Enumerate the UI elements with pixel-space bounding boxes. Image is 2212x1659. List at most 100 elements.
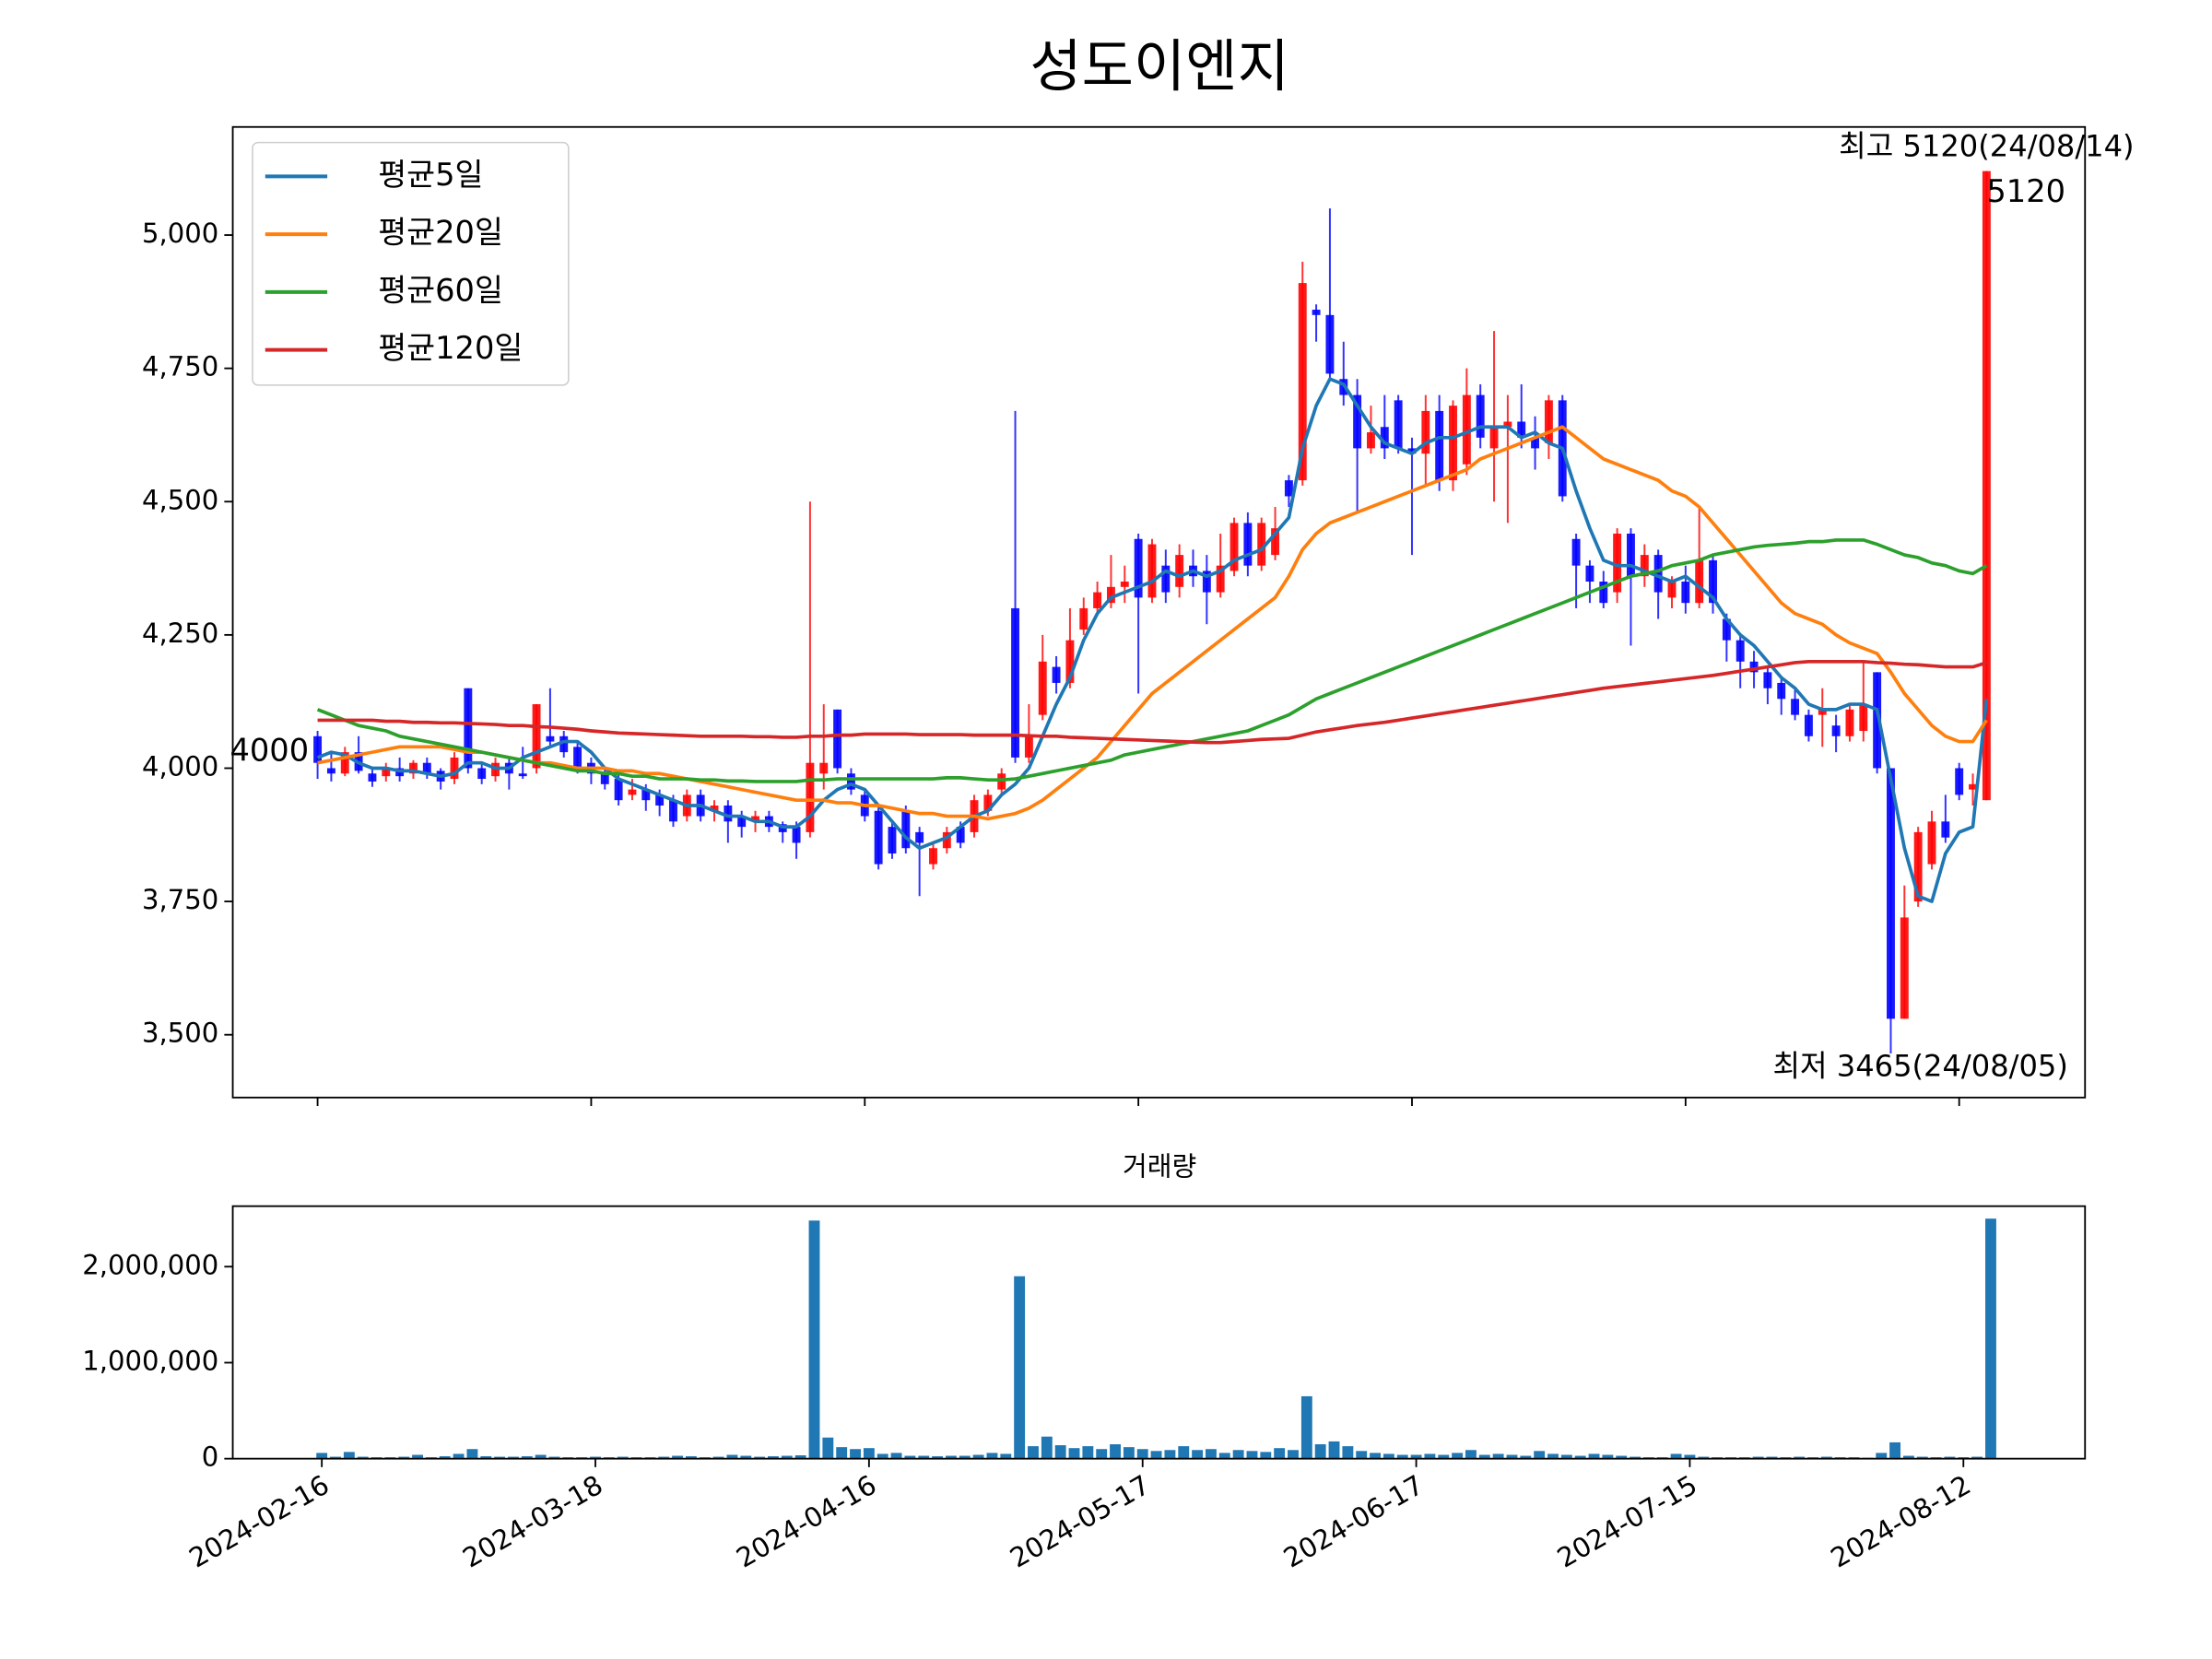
volume-bar <box>1944 1456 1956 1459</box>
candle-body <box>1571 538 1581 566</box>
volume-bar <box>480 1456 492 1459</box>
y-tick-label: 4,000 <box>142 750 218 782</box>
y-tick-label: 2,000,000 <box>82 1249 218 1280</box>
candle-body <box>901 810 911 849</box>
candle-body <box>1873 672 1882 769</box>
y-tick-label: 4,750 <box>142 351 218 382</box>
annotation: 5120 <box>1986 173 2065 209</box>
y-tick-label: 5,000 <box>142 218 218 249</box>
candle-body <box>340 752 349 774</box>
volume-bar <box>1902 1455 1914 1459</box>
volume-bar <box>658 1456 670 1459</box>
volume-bar <box>945 1455 957 1459</box>
volume-bar <box>535 1454 547 1459</box>
volume-bar <box>986 1453 998 1459</box>
candle-body <box>1709 559 1717 604</box>
candle-body <box>1735 640 1745 662</box>
candle-body <box>1024 735 1033 758</box>
volume-bar <box>1054 1445 1066 1459</box>
candle-body <box>313 735 323 763</box>
candle-body <box>833 709 842 769</box>
volume-bar <box>1342 1446 1354 1459</box>
volume-bar <box>1356 1451 1368 1459</box>
ma-line <box>316 538 1988 783</box>
candle-body <box>518 773 527 777</box>
volume-bar <box>1110 1444 1121 1459</box>
volume-bar <box>877 1453 888 1459</box>
candle-body <box>983 794 993 811</box>
volume-bar <box>836 1447 848 1459</box>
volume-bar <box>343 1452 355 1459</box>
volume-bar <box>1547 1453 1559 1459</box>
candle-body <box>1421 410 1430 454</box>
volume-bar <box>1382 1453 1394 1459</box>
y-tick-label: 4,500 <box>142 484 218 515</box>
candle-body <box>724 805 733 822</box>
volume-bar <box>1396 1454 1408 1459</box>
volume-bar <box>1274 1448 1286 1459</box>
volume-bar <box>1178 1446 1190 1459</box>
volume-bar <box>1506 1454 1518 1459</box>
volume-bar <box>1478 1454 1490 1459</box>
candle-body <box>1585 565 1594 582</box>
volume-bar <box>1232 1450 1244 1459</box>
volume-bar <box>1260 1452 1272 1459</box>
volume-bar <box>1971 1456 1983 1459</box>
volume-bar <box>466 1449 478 1459</box>
candle-body <box>477 768 487 780</box>
volume-bar <box>1684 1454 1696 1459</box>
volume-bar <box>1588 1453 1600 1459</box>
volume-bar <box>316 1453 328 1459</box>
candle-body <box>1927 821 1936 865</box>
candle-body <box>1913 831 1923 902</box>
volume-bar <box>1794 1456 1806 1459</box>
candle-body <box>450 757 459 780</box>
candle-body <box>888 827 897 854</box>
legend-label: 평균120일 <box>378 330 523 366</box>
ma-line <box>317 659 1987 745</box>
candle-body <box>806 762 815 832</box>
candle-body <box>846 773 855 790</box>
candle-body <box>1367 432 1375 449</box>
volume-bar <box>1000 1453 1012 1459</box>
volume-bar <box>1876 1453 1888 1459</box>
volume-bar <box>494 1456 506 1459</box>
candle-body <box>929 848 937 865</box>
volume-bar <box>1082 1446 1094 1459</box>
candle-body <box>1831 725 1841 736</box>
volume-bar <box>959 1455 971 1459</box>
y-tick-label: 0 <box>202 1441 219 1473</box>
volume-bar <box>850 1449 861 1459</box>
volume-bar <box>1370 1453 1381 1459</box>
candle-body <box>1859 704 1868 731</box>
volume-bar <box>1028 1446 1039 1459</box>
candle-body <box>614 779 623 801</box>
candle-body <box>655 794 665 806</box>
ma-line <box>317 425 1988 821</box>
volume-bar <box>972 1454 984 1459</box>
volume-bar <box>918 1455 930 1459</box>
candle-body <box>382 768 391 777</box>
volume-bar <box>1889 1441 1901 1459</box>
volume-bar <box>1150 1451 1162 1459</box>
candle-body <box>1175 555 1184 587</box>
candle-body <box>942 831 951 849</box>
volume-bar <box>1916 1456 1928 1459</box>
candle-body <box>1818 709 1827 715</box>
volume-bar <box>1192 1450 1204 1459</box>
candle-body <box>1653 555 1663 593</box>
volume-bar <box>398 1456 410 1459</box>
volume-bar <box>672 1455 684 1459</box>
candle-body <box>1106 586 1115 604</box>
candle-body <box>1284 480 1293 497</box>
candle-body <box>1941 821 1950 838</box>
candle-body <box>710 805 719 811</box>
candle-body <box>792 827 801 843</box>
y-tick-label: 1,000,000 <box>82 1345 218 1376</box>
volume-bar <box>1068 1448 1080 1459</box>
candle-body <box>1161 565 1171 593</box>
candle-body <box>1079 607 1088 630</box>
candle-body <box>1955 768 1964 795</box>
candle-body <box>669 800 677 822</box>
volume-bar <box>1985 1218 1996 1459</box>
